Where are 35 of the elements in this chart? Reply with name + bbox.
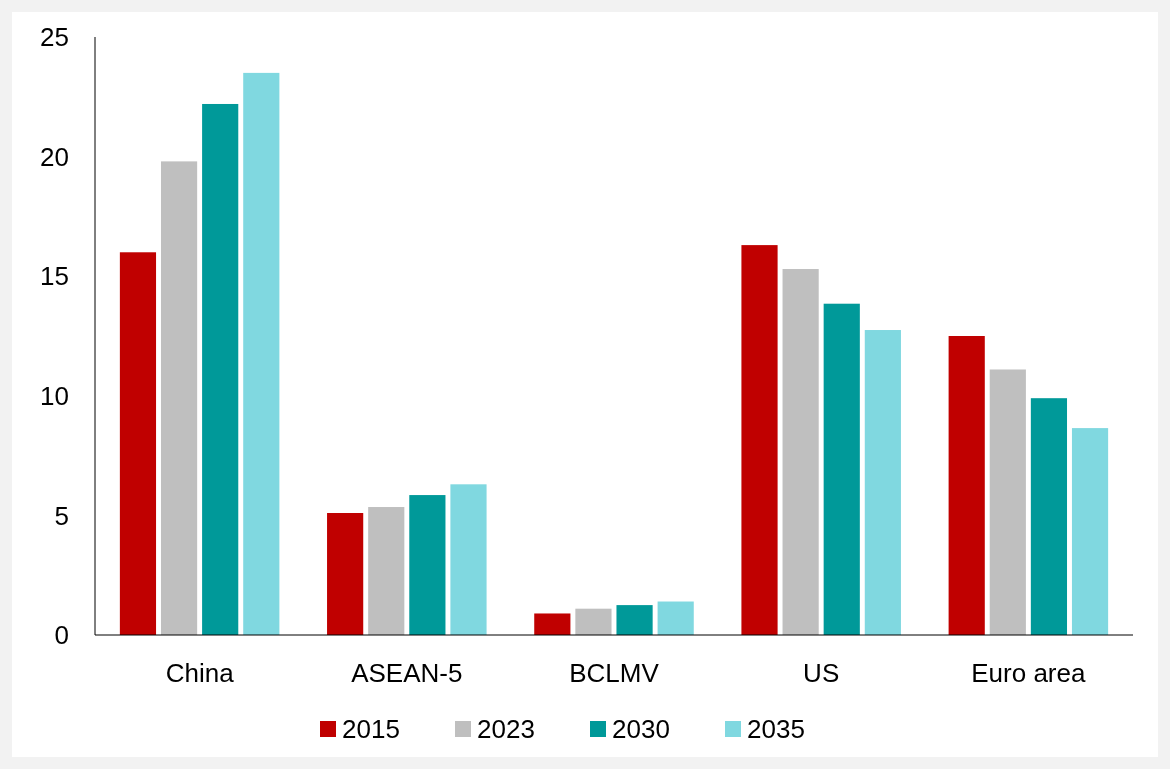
bar — [450, 484, 487, 635]
bar — [1030, 398, 1068, 635]
x-tick-label: BCLMV — [569, 658, 660, 688]
x-tick-label: China — [165, 658, 235, 688]
bar — [575, 608, 612, 635]
bar — [864, 330, 901, 635]
x-tick-label: Euro area — [971, 658, 1086, 688]
bar — [741, 245, 778, 635]
x-tick-label: US — [803, 658, 840, 688]
bar — [657, 601, 694, 635]
y-tick-label: 20 — [40, 141, 69, 172]
bar — [823, 303, 860, 635]
x-tick-label: ASEAN-5 — [351, 658, 463, 688]
bar — [409, 495, 446, 635]
y-tick-label: 10 — [40, 380, 69, 411]
bar — [1071, 428, 1109, 635]
y-tick-label: 0 — [54, 620, 69, 651]
bar — [243, 72, 280, 635]
bar — [327, 513, 364, 635]
legend-label: 2015 — [342, 714, 400, 745]
bar — [160, 161, 198, 635]
y-tick-label: 5 — [54, 500, 69, 531]
legend-label: 2030 — [612, 714, 670, 745]
bar — [119, 252, 157, 635]
y-tick-label: 25 — [40, 22, 69, 53]
legend-label: 2035 — [747, 714, 805, 745]
y-tick-label: 15 — [40, 261, 69, 292]
bar — [202, 103, 239, 635]
bar — [782, 269, 819, 635]
legend-label: 2023 — [477, 714, 535, 745]
bar — [534, 613, 571, 635]
bar — [989, 369, 1026, 635]
bar — [616, 605, 653, 635]
bar — [368, 507, 405, 635]
bar — [948, 336, 985, 635]
